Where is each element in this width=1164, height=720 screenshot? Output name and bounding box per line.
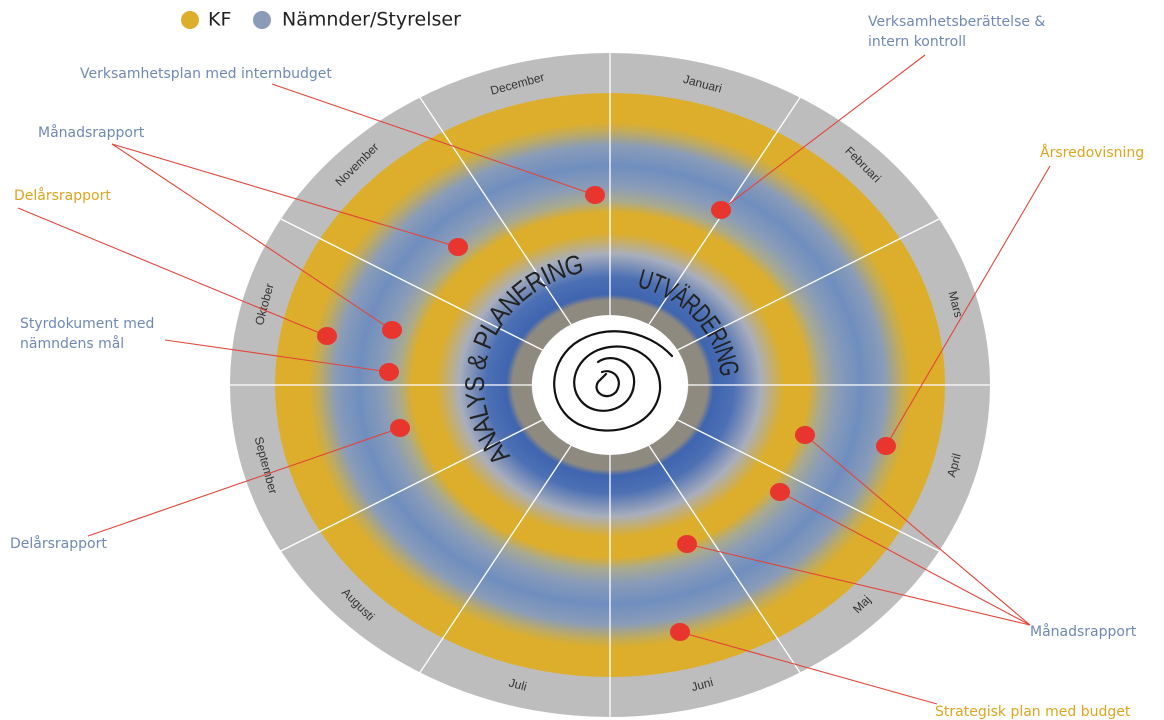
- annotation-label: Delårsrapport: [14, 187, 111, 204]
- spokes: [230, 53, 990, 717]
- annotation-label: Årsredovisning: [1040, 144, 1144, 161]
- event-dot: [770, 483, 790, 501]
- leader-line: [885, 165, 1051, 447]
- event-dot: [448, 238, 468, 256]
- leader-line: [17, 207, 328, 337]
- legend-swatch: [253, 11, 271, 29]
- annotation-label: Verksamhetsplan med internbudget: [80, 66, 332, 82]
- legend-label: KF: [208, 9, 231, 31]
- annotation-label: intern kontroll: [868, 34, 966, 50]
- spoke: [677, 419, 940, 552]
- month-label: Juni: [690, 675, 715, 694]
- event-dot: [795, 426, 815, 444]
- spoke: [419, 97, 572, 325]
- leader-line: [720, 54, 926, 211]
- event-dot: [670, 623, 690, 641]
- event-dot: [382, 321, 402, 339]
- event-dot: [677, 535, 697, 553]
- annotation-label: Styrdokument med: [20, 316, 154, 332]
- spoke: [280, 419, 543, 552]
- leader-line: [679, 631, 938, 705]
- event-dot: [390, 419, 410, 437]
- leader-line: [271, 83, 596, 196]
- legend-label: Nämnder/Styrelser: [282, 9, 461, 31]
- annotation-label: nämndens mål: [20, 335, 124, 352]
- month-label: April: [944, 452, 964, 479]
- leader-line: [164, 339, 390, 373]
- leader-line: [804, 434, 1031, 626]
- spoke: [677, 218, 940, 351]
- spiral: [553, 330, 674, 432]
- leader-line: [686, 543, 1031, 626]
- annotations: Verksamhetsplan med internbudget Månadsra…: [10, 14, 1144, 720]
- leader-line: [111, 143, 393, 331]
- event-dot: [317, 327, 337, 345]
- annotation-label: Verksamhetsberättelse &: [868, 14, 1045, 30]
- annotation-label: Månadsrapport: [1030, 623, 1137, 640]
- leader-line: [87, 427, 401, 537]
- event-dot: [876, 437, 896, 455]
- annotation-label: Månadsrapport: [38, 124, 145, 141]
- spoke: [419, 445, 572, 673]
- spoke: [648, 445, 801, 673]
- event-dot: [379, 363, 399, 381]
- legend-swatch: [181, 11, 199, 29]
- annotation-label: Strategisk plan med budget: [935, 704, 1131, 720]
- annotation-label: Delårsrapport: [10, 535, 107, 552]
- leader-line: [779, 491, 1031, 626]
- leader-line: [111, 143, 459, 248]
- month-label: Juli: [507, 676, 528, 694]
- center-disc: [532, 315, 688, 455]
- month-label: Mars: [945, 290, 965, 319]
- spoke: [280, 218, 543, 351]
- event-dot: [585, 186, 605, 204]
- event-dot: [711, 201, 731, 219]
